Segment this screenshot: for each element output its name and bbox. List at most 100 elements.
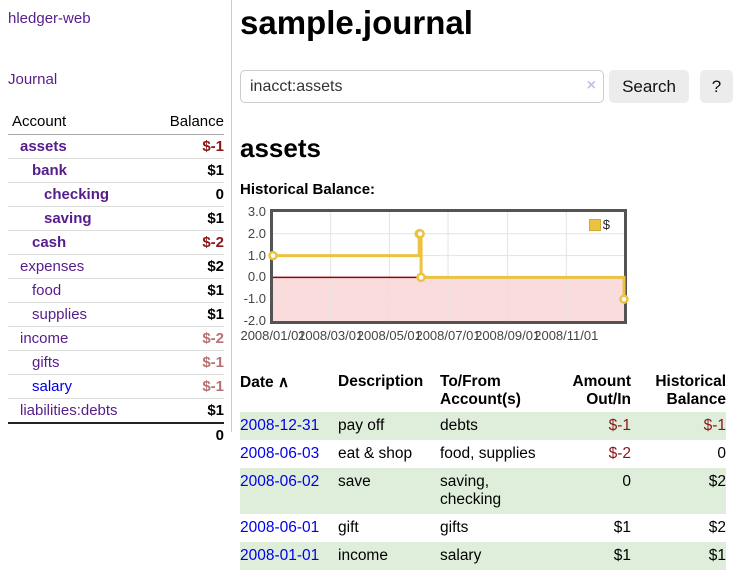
y-tick-label: 3.0 bbox=[247, 204, 266, 219]
transaction-date-link[interactable]: 2008-06-02 bbox=[240, 473, 320, 490]
transaction-balance: 0 bbox=[717, 445, 726, 462]
transaction-date-link[interactable]: 2008-06-01 bbox=[240, 519, 320, 536]
chart-title: Historical Balance: bbox=[240, 181, 376, 198]
accounts-header-account: Account bbox=[8, 110, 153, 135]
chart-svg bbox=[268, 212, 629, 321]
account-row: salary $-1 bbox=[8, 374, 224, 399]
transaction-balance: $2 bbox=[708, 473, 726, 490]
register-header-date[interactable]: Date ∧ bbox=[240, 370, 338, 412]
account-row: gifts $-1 bbox=[8, 350, 224, 375]
help-button[interactable]: ? bbox=[700, 70, 733, 103]
account-balance: $2 bbox=[152, 254, 224, 279]
x-tick-label: 2008/05/01 bbox=[356, 328, 422, 343]
account-heading: assets bbox=[240, 133, 321, 163]
transaction-description: gift bbox=[338, 519, 359, 536]
account-balance: $1 bbox=[152, 206, 224, 231]
y-tick-label: -2.0 bbox=[243, 313, 266, 328]
account-link-supplies[interactable]: supplies bbox=[32, 306, 88, 323]
account-link-gifts[interactable]: gifts bbox=[32, 354, 60, 371]
account-balance: $1 bbox=[152, 158, 224, 183]
transaction-row: 2008-01-01 income salary $1 $1 bbox=[240, 542, 726, 570]
transaction-date-cell: 2008-06-03 bbox=[240, 440, 338, 468]
accounts-total-value: 0 bbox=[152, 422, 224, 447]
transaction-balance: $1 bbox=[708, 547, 726, 564]
account-balance: $-1 bbox=[152, 350, 224, 375]
account-balance: $-1 bbox=[202, 138, 224, 155]
accounts-table: Account Balance assets $-1 bank $1 checking 0… bbox=[8, 110, 224, 447]
account-row: income $-2 bbox=[8, 326, 224, 351]
account-row: cash $-2 bbox=[8, 230, 224, 255]
balance-chart: 3.0 2.0 1.0 0.0 -1.0 -2.0 $ 2008/01/01 2008/03… bbox=[240, 204, 640, 347]
transaction-row: 2008-06-03 eat & shop food, supplies $-2 0 bbox=[240, 440, 726, 468]
accounts-total-spacer bbox=[8, 422, 153, 447]
transaction-date-cell: 2008-06-02 bbox=[240, 468, 338, 514]
account-link-checking[interactable]: checking bbox=[44, 186, 110, 203]
y-tick-label: 1.0 bbox=[247, 247, 266, 263]
x-tick-label: 2008/01/01 bbox=[240, 328, 306, 343]
transaction-amount: $1 bbox=[613, 547, 631, 564]
y-tick-label: 2.0 bbox=[247, 225, 266, 241]
search-button[interactable]: Search bbox=[609, 70, 689, 103]
account-row: saving $1 bbox=[8, 206, 224, 231]
transaction-description: pay off bbox=[338, 417, 385, 434]
x-tick-label: 2008/11/01 bbox=[534, 328, 599, 343]
search-input-wrap: × bbox=[240, 70, 604, 103]
account-link-bank[interactable]: bank bbox=[32, 162, 68, 179]
account-link-expenses[interactable]: expenses bbox=[20, 258, 85, 275]
account-link-saving[interactable]: saving bbox=[44, 210, 92, 227]
account-link-assets[interactable]: assets bbox=[20, 138, 67, 155]
search-input[interactable] bbox=[240, 70, 604, 103]
account-row: checking 0 bbox=[8, 182, 224, 207]
account-row: assets $-1 bbox=[8, 135, 224, 159]
account-link-liabilities:debts[interactable]: liabilities:debts bbox=[20, 402, 118, 419]
register-header-amount: Amount Out/In bbox=[572, 373, 631, 408]
transaction-date-cell: 2008-12-31 bbox=[240, 412, 338, 440]
account-row: liabilities:debts $1 bbox=[8, 398, 224, 423]
transaction-date-link[interactable]: 2008-12-31 bbox=[240, 417, 320, 434]
legend-swatch-icon bbox=[588, 218, 601, 231]
register-table: Date ∧ Description To/From Account(s) Am… bbox=[240, 370, 726, 570]
transaction-date-link[interactable]: 2008-01-01 bbox=[240, 547, 320, 564]
main-content: sample.journal × Search ? assets Histori… bbox=[232, 0, 742, 582]
transaction-description: save bbox=[338, 473, 371, 490]
accounts-header-row: Account Balance bbox=[8, 110, 224, 135]
transaction-balance: $2 bbox=[708, 519, 726, 536]
transaction-accounts: gifts bbox=[440, 519, 469, 536]
y-tick-label: -1.0 bbox=[243, 291, 266, 307]
transaction-description: income bbox=[338, 547, 388, 564]
account-balance: 0 bbox=[152, 182, 224, 207]
account-balance: $-1 bbox=[152, 374, 224, 399]
account-row: bank $1 bbox=[8, 158, 224, 183]
x-tick-label: 2008/03/01 bbox=[298, 328, 364, 343]
clear-search-icon[interactable]: × bbox=[586, 77, 596, 94]
brand-link[interactable]: hledger-web bbox=[8, 10, 91, 27]
date-header-label: Date bbox=[240, 374, 274, 391]
account-link-food[interactable]: food bbox=[32, 282, 62, 299]
account-row: food $1 bbox=[8, 278, 224, 303]
account-row: supplies $1 bbox=[8, 302, 224, 327]
journal-link[interactable]: Journal bbox=[8, 71, 58, 88]
chart-plot-area: $ bbox=[268, 209, 629, 324]
accounts-total-row: 0 bbox=[8, 422, 224, 447]
accounts-header-balance: Balance bbox=[152, 110, 224, 135]
account-link-income[interactable]: income bbox=[20, 330, 69, 347]
transaction-date-link[interactable]: 2008-06-03 bbox=[240, 445, 320, 462]
register-header-balance: Historical Balance bbox=[655, 373, 726, 408]
transaction-accounts: saving, checking bbox=[440, 473, 502, 508]
transaction-amount: 0 bbox=[622, 473, 631, 490]
account-link-cash[interactable]: cash bbox=[32, 234, 67, 251]
x-tick-label: 2008/09/01 bbox=[475, 328, 541, 343]
page-title: sample.journal bbox=[240, 4, 473, 41]
transaction-row: 2008-06-02 save saving, checking 0 $2 bbox=[240, 468, 726, 514]
transaction-balance: $-1 bbox=[703, 417, 726, 434]
account-link-salary[interactable]: salary bbox=[32, 378, 73, 395]
transaction-accounts: salary bbox=[440, 547, 482, 564]
y-tick-label: 0.0 bbox=[247, 269, 266, 285]
transaction-description: eat & shop bbox=[338, 445, 413, 462]
transaction-amount: $-1 bbox=[608, 417, 631, 434]
account-balance: $-2 bbox=[152, 230, 224, 255]
chart-legend: $ bbox=[588, 217, 610, 232]
account-balance: $-2 bbox=[152, 326, 224, 351]
transaction-amount: $-2 bbox=[608, 445, 631, 462]
